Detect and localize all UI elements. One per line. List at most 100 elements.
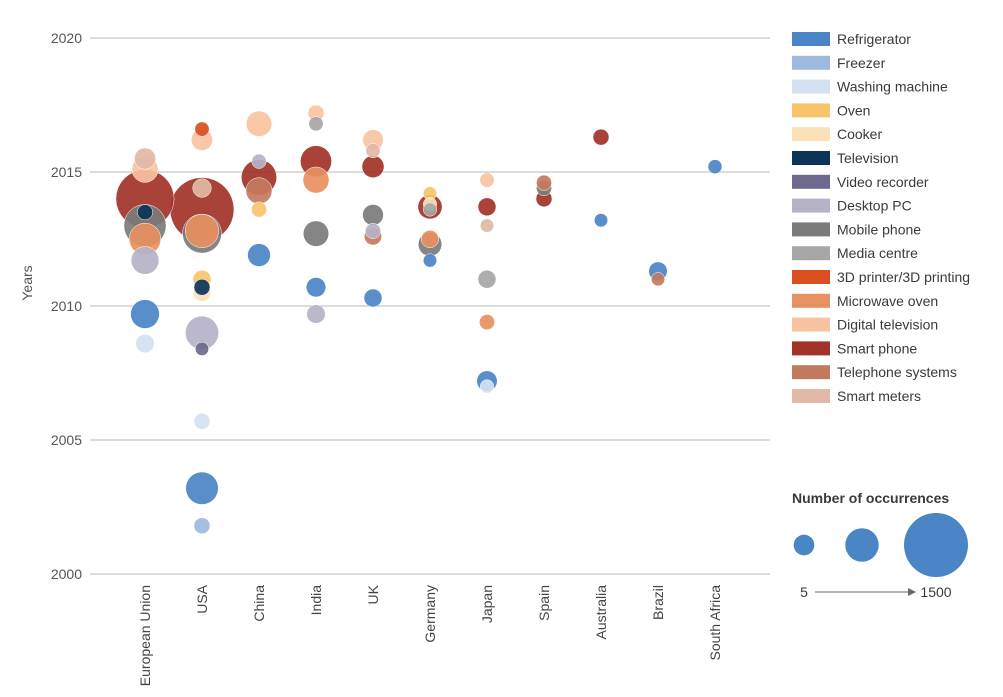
bubble-telephone-systems-spain (536, 174, 552, 191)
bubble-refrigerator-germany (423, 253, 437, 268)
legend-label-microwave-oven: Microwave oven (837, 293, 938, 309)
size-legend-max: 1500 (920, 584, 951, 600)
x-label-india: India (308, 585, 324, 616)
size-legend: Number of occurrences 5 1500 (792, 490, 968, 600)
legend-swatch-desktop-pc (792, 198, 830, 213)
legend-swatch-cooker (792, 127, 830, 142)
legend-swatch-refrigerator (792, 32, 830, 46)
bubble-digital-television-china (245, 110, 273, 137)
x-label-japan: Japan (479, 585, 495, 623)
y-tick-labels: 2000 2005 2010 2015 2020 (51, 30, 82, 582)
bubble-refrigerator-uk (363, 288, 383, 308)
legend-label-smart-phone: Smart phone (837, 340, 917, 356)
bubble-media-centre-japan (477, 269, 497, 289)
size-legend-circle-1500 (904, 513, 968, 577)
x-label-china: China (251, 585, 267, 622)
bubble-smart-meters-japan (480, 218, 494, 233)
bubble-washing-machine-european-union (135, 334, 155, 354)
bubble-washing-machine-japan (480, 379, 494, 394)
bubble-freezer-usa (193, 517, 211, 535)
y-tick-2015: 2015 (51, 164, 82, 180)
bubble-digital-television-japan (479, 172, 495, 188)
bubble-3d-printer-3d-printing-usa (194, 121, 210, 137)
y-tick-2020: 2020 (51, 30, 82, 46)
legend-label-mobile-phone: Mobile phone (837, 221, 921, 237)
x-label-brazil: Brazil (650, 585, 666, 620)
x-label-uk: UK (365, 584, 381, 604)
bubble-refrigerator-india (305, 277, 327, 298)
bubble-smart-phone-uk (361, 155, 385, 178)
bubble-media-centre-india (308, 116, 324, 132)
bubble-refrigerator-china (247, 243, 271, 267)
bubble-refrigerator-european-union (130, 299, 160, 329)
bubble-smart-meters-uk (365, 143, 381, 159)
x-label-australia: Australia (593, 585, 609, 640)
legend-label-video-recorder: Video recorder (837, 174, 929, 190)
bubble-video-recorder-usa (195, 341, 209, 356)
legend-swatch-smart-meters (792, 389, 830, 403)
bubble-smart-meters-european-union (134, 147, 156, 170)
x-label-spain: Spain (536, 585, 552, 621)
y-axis-label: Years (19, 265, 35, 300)
bubble-mobile-phone-uk (362, 204, 384, 226)
bubble-oven-china (251, 201, 267, 218)
bubble-microwave-oven-germany (421, 230, 439, 248)
legend-swatch-smart-phone (792, 341, 830, 356)
bubbles (115, 104, 723, 535)
x-label-germany: Germany (422, 585, 438, 643)
legend-label-cooker: Cooker (837, 126, 882, 142)
x-label-usa: USA (194, 584, 210, 613)
bubble-refrigerator-australia (594, 213, 608, 228)
legend-label-3d-printer-3d-printing: 3D printer/3D printing (837, 269, 970, 285)
size-legend-title: Number of occurrences (792, 490, 949, 506)
legend-swatch-oven (792, 103, 830, 118)
legend-swatch-video-recorder (792, 174, 830, 189)
legend-label-freezer: Freezer (837, 55, 886, 71)
legend-label-refrigerator: Refrigerator (837, 31, 911, 47)
x-category-labels: European Union USA China India UK Germany Japa… (137, 584, 723, 686)
legend-swatch-washing-machine (792, 79, 830, 94)
y-tick-2010: 2010 (51, 298, 82, 314)
bubble-washing-machine-usa (193, 412, 211, 430)
bubble-microwave-oven-japan (479, 314, 495, 331)
legend: Refrigerator Freezer Washing machine Oven Co… (792, 31, 970, 404)
legend-label-washing-machine: Washing machine (837, 79, 948, 95)
bubble-smart-phone-japan (477, 197, 497, 217)
legend-label-digital-television: Digital television (837, 317, 938, 333)
bubble-desktop-pc-china (251, 153, 267, 169)
bubble-smart-meters-usa (192, 178, 212, 198)
bubble-desktop-pc-european-union (130, 246, 160, 275)
legend-label-telephone-systems: Telephone systems (837, 364, 957, 380)
legend-label-media-centre: Media centre (837, 245, 918, 261)
x-label-european-union: European Union (137, 585, 153, 686)
legend-swatch-3d-printer-3d-printing (792, 270, 830, 284)
bubble-refrigerator-south-africa (707, 159, 723, 174)
x-label-south-africa: South Africa (707, 585, 723, 661)
bubble-media-centre-germany (423, 202, 437, 217)
bubble-television-usa (193, 278, 211, 296)
size-legend-circle-5 (793, 534, 815, 556)
legend-label-oven: Oven (837, 102, 870, 118)
size-legend-arrowhead (908, 588, 916, 596)
bubble-telephone-systems-brazil (651, 272, 665, 287)
bubble-microwave-oven-india (302, 166, 330, 194)
legend-swatch-telephone-systems (792, 365, 830, 380)
bubble-telephone-systems-china (245, 177, 273, 205)
legend-label-television: Television (837, 150, 898, 166)
bubble-television-european-union (137, 204, 153, 221)
bubble-refrigerator-usa (185, 471, 219, 505)
legend-swatch-microwave-oven (792, 293, 830, 308)
legend-swatch-digital-television (792, 317, 830, 332)
bubble-desktop-pc-india (306, 304, 326, 324)
bubble-mobile-phone-india (302, 220, 330, 247)
legend-swatch-mobile-phone (792, 222, 830, 237)
size-legend-min: 5 (800, 584, 808, 600)
bubble-smart-phone-australia (592, 128, 610, 146)
legend-swatch-media-centre (792, 246, 830, 261)
bubble-desktop-pc-uk (365, 223, 381, 239)
y-tick-2005: 2005 (51, 432, 82, 448)
y-tick-2000: 2000 (51, 566, 82, 582)
legend-label-smart-meters: Smart meters (837, 388, 921, 404)
legend-swatch-television (792, 151, 830, 165)
